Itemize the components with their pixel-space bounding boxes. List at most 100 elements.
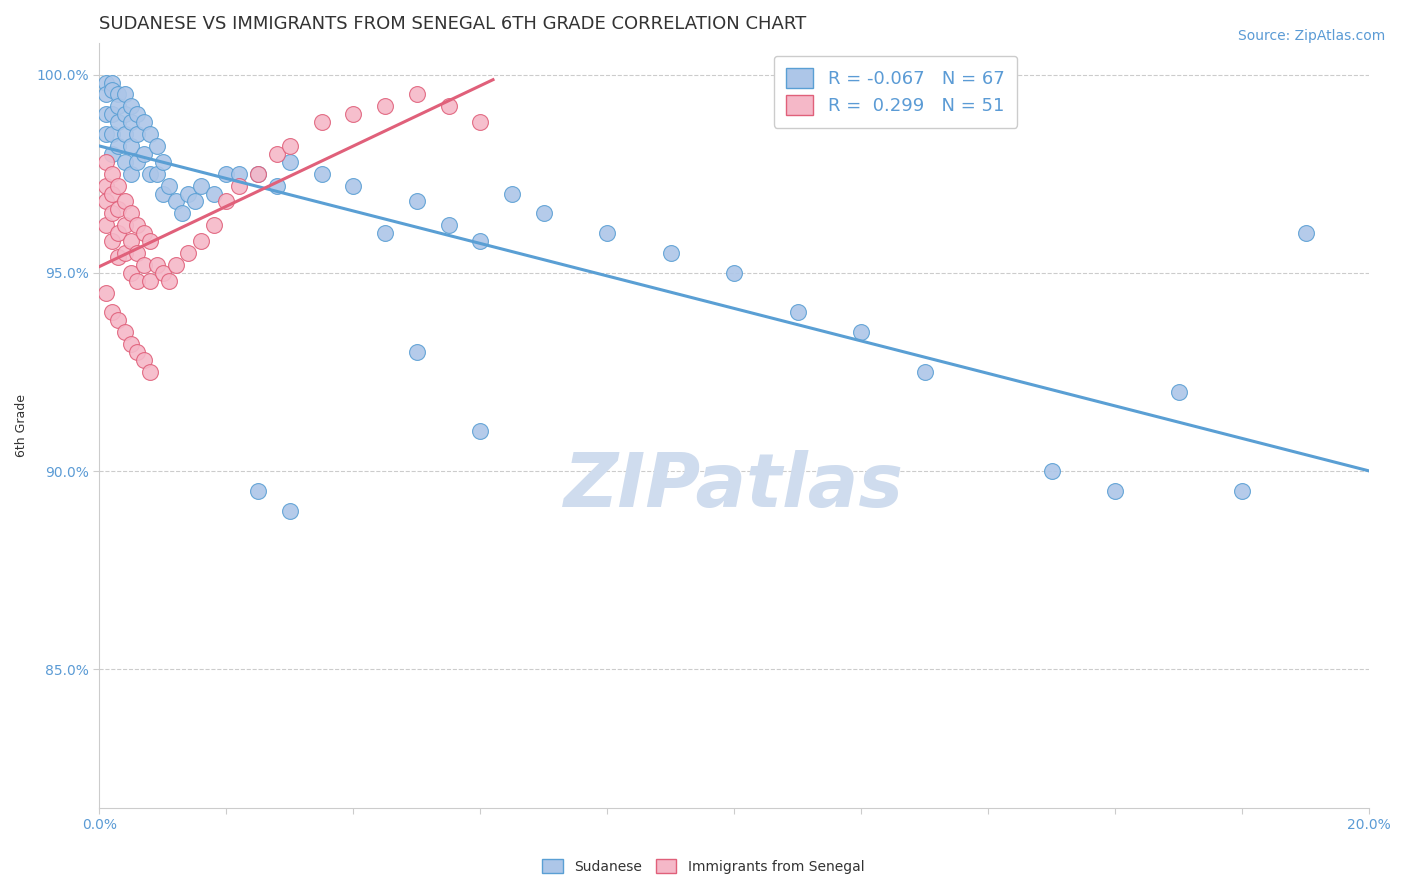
Point — [723, 266, 745, 280]
Point — [165, 258, 187, 272]
Point — [101, 186, 124, 201]
Point — [177, 246, 200, 260]
Point — [405, 194, 427, 209]
Y-axis label: 6th Grade: 6th Grade — [15, 394, 28, 457]
Point — [1230, 483, 1253, 498]
Point — [157, 274, 180, 288]
Point — [139, 167, 162, 181]
Point — [1104, 483, 1126, 498]
Point — [228, 167, 250, 181]
Point — [114, 194, 136, 209]
Point — [101, 167, 124, 181]
Point — [278, 503, 301, 517]
Point — [114, 154, 136, 169]
Point — [114, 127, 136, 141]
Point — [247, 167, 270, 181]
Point — [94, 107, 117, 121]
Point — [127, 274, 149, 288]
Point — [107, 87, 129, 102]
Point — [1167, 384, 1189, 399]
Point — [101, 127, 124, 141]
Point — [311, 115, 333, 129]
Point — [152, 154, 174, 169]
Point — [470, 234, 492, 248]
Point — [157, 178, 180, 193]
Point — [145, 167, 167, 181]
Point — [120, 139, 142, 153]
Point — [183, 194, 205, 209]
Point — [94, 127, 117, 141]
Point — [94, 285, 117, 300]
Point — [132, 353, 155, 368]
Point — [107, 202, 129, 217]
Point — [215, 167, 238, 181]
Point — [533, 206, 555, 220]
Point — [374, 99, 396, 113]
Point — [215, 194, 238, 209]
Point — [470, 115, 492, 129]
Point — [266, 147, 288, 161]
Point — [914, 365, 936, 379]
Point — [107, 139, 129, 153]
Point — [247, 167, 270, 181]
Point — [659, 246, 682, 260]
Point — [132, 115, 155, 129]
Text: SUDANESE VS IMMIGRANTS FROM SENEGAL 6TH GRADE CORRELATION CHART: SUDANESE VS IMMIGRANTS FROM SENEGAL 6TH … — [100, 15, 807, 33]
Point — [101, 206, 124, 220]
Point — [405, 345, 427, 359]
Point — [786, 305, 808, 319]
Point — [278, 139, 301, 153]
Point — [152, 186, 174, 201]
Point — [127, 107, 149, 121]
Point — [202, 219, 225, 233]
Point — [114, 107, 136, 121]
Point — [107, 99, 129, 113]
Point — [114, 326, 136, 340]
Point — [139, 365, 162, 379]
Point — [114, 87, 136, 102]
Point — [342, 178, 364, 193]
Point — [170, 206, 193, 220]
Point — [127, 219, 149, 233]
Point — [120, 266, 142, 280]
Point — [94, 87, 117, 102]
Point — [94, 178, 117, 193]
Text: ZIPatlas: ZIPatlas — [564, 450, 904, 523]
Point — [101, 147, 124, 161]
Point — [228, 178, 250, 193]
Point — [145, 258, 167, 272]
Point — [405, 87, 427, 102]
Legend: R = -0.067   N = 67, R =  0.299   N = 51: R = -0.067 N = 67, R = 0.299 N = 51 — [773, 55, 1018, 128]
Point — [120, 337, 142, 351]
Point — [190, 178, 212, 193]
Legend: Sudanese, Immigrants from Senegal: Sudanese, Immigrants from Senegal — [534, 852, 872, 880]
Point — [132, 147, 155, 161]
Point — [107, 115, 129, 129]
Point — [437, 99, 460, 113]
Point — [596, 226, 619, 240]
Point — [139, 274, 162, 288]
Point — [120, 99, 142, 113]
Point — [120, 206, 142, 220]
Point — [114, 246, 136, 260]
Point — [177, 186, 200, 201]
Point — [132, 258, 155, 272]
Point — [94, 76, 117, 90]
Point — [342, 107, 364, 121]
Point — [311, 167, 333, 181]
Point — [101, 107, 124, 121]
Point — [107, 250, 129, 264]
Point — [437, 219, 460, 233]
Point — [114, 219, 136, 233]
Point — [152, 266, 174, 280]
Point — [120, 234, 142, 248]
Point — [120, 115, 142, 129]
Point — [190, 234, 212, 248]
Point — [94, 194, 117, 209]
Point — [501, 186, 523, 201]
Point — [101, 83, 124, 97]
Point — [165, 194, 187, 209]
Point — [139, 234, 162, 248]
Point — [374, 226, 396, 240]
Point — [1040, 464, 1063, 478]
